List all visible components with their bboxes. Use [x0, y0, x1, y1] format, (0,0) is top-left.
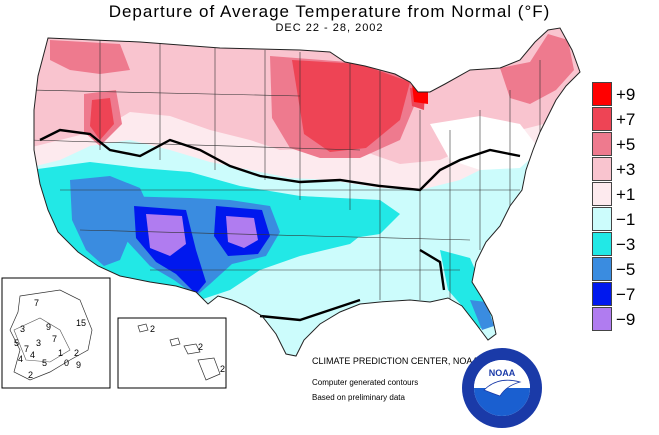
legend-swatch: [592, 157, 612, 181]
legend-item: −7: [592, 282, 656, 307]
legend-swatch: [592, 257, 612, 281]
legend-item: −9: [592, 307, 656, 332]
alaska-label: 7: [52, 334, 57, 344]
alaska-label: 9: [46, 322, 51, 332]
legend-swatch: [592, 207, 612, 231]
credit-contours: Computer generated contours: [312, 378, 419, 387]
legend-swatch: [592, 107, 612, 131]
state-boundaries: [34, 40, 541, 300]
legend-item: −1: [592, 207, 656, 232]
alaska-label: 4: [18, 354, 23, 364]
legend-swatch: [592, 282, 612, 306]
map-date-range: DEC 22 - 28, 2002: [275, 22, 384, 34]
legend-item: +1: [592, 182, 656, 207]
credit-preliminary: Based on preliminary data: [312, 393, 405, 402]
alaska-inset: [1, 277, 111, 389]
alaska-label: 2: [28, 370, 33, 380]
alaska-label: 7: [24, 344, 29, 354]
hawaii-label: 2: [220, 364, 225, 374]
alaska-label: 3: [20, 324, 25, 334]
legend-label: −3: [616, 235, 636, 254]
legend-swatch: [592, 182, 612, 206]
alaska-label: 0: [64, 358, 69, 368]
legend-label: +3: [616, 160, 636, 179]
legend-item: +7: [592, 107, 656, 132]
alaska-label: 4: [30, 350, 35, 360]
hawaii-label: 2: [198, 342, 203, 352]
legend-label: −7: [616, 285, 636, 304]
legend-label: −9: [616, 310, 636, 329]
legend-label: +7: [616, 110, 636, 129]
alaska-label: 3: [36, 338, 41, 348]
alaska-label: 2: [74, 348, 79, 358]
legend: +9 +7 +5 +3 +1 −1 −3 −5 −7 −9: [592, 82, 656, 332]
alaska-label: 1: [58, 348, 63, 358]
legend-item: −5: [592, 257, 656, 282]
zero-contour: [39, 128, 521, 322]
seagull-icon: [483, 379, 522, 397]
alaska-label: 7: [34, 298, 39, 308]
alaska-label: 5: [42, 358, 47, 368]
map-title: Departure of Average Temperature from No…: [108, 2, 551, 21]
legend-swatch: [592, 82, 612, 106]
alaska-labels: 7 15 3 9 7 5 3 7 4 1 2 5 0 4 9 2: [14, 298, 86, 380]
alaska-label: 5: [14, 338, 19, 348]
legend-label: −1: [616, 210, 636, 229]
conus-outline: [33, 27, 581, 357]
legend-swatch: [592, 307, 612, 331]
legend-label: −5: [616, 260, 636, 279]
legend-swatch: [592, 132, 612, 156]
hawaii-inset: [117, 317, 227, 389]
hawaii-labels: 2 2 2: [150, 324, 225, 374]
credit-cpc: CLIMATE PREDICTION CENTER, NOAA: [312, 356, 479, 366]
legend-label: +1: [616, 185, 636, 204]
legend-label: +9: [616, 85, 636, 104]
hawaii-label: 2: [150, 324, 155, 334]
alaska-label: 15: [76, 318, 86, 328]
noaa-logo: NOAA: [462, 348, 542, 428]
legend-label: +5: [616, 135, 636, 154]
alaska-label: 9: [76, 360, 81, 370]
noaa-logo-text: NOAA: [489, 368, 516, 378]
legend-item: −3: [592, 232, 656, 257]
legend-swatch: [592, 232, 612, 256]
legend-item: +9: [592, 82, 656, 107]
legend-item: +5: [592, 132, 656, 157]
legend-item: +3: [592, 157, 656, 182]
